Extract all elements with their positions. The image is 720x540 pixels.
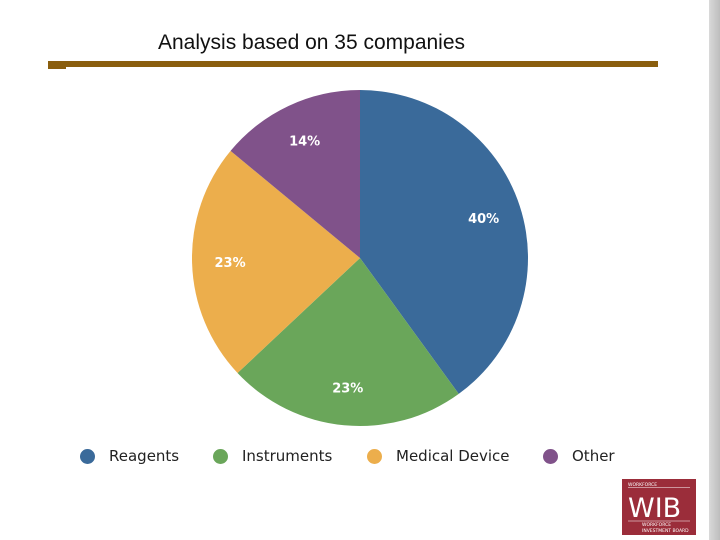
wib-logo-graphic: WORKFORCE WIB WORKFORCE INVESTMENT BOARD — [628, 482, 690, 534]
slide-edge-shadow — [709, 0, 720, 540]
pie-slice-reagents — [360, 90, 529, 394]
pie-labels: 40% 23% 23% 14% — [215, 134, 500, 396]
title-rule-tick — [48, 67, 66, 69]
legend-label-medical-device: Medical Device — [396, 447, 510, 465]
logo-main-text: WIB — [628, 493, 681, 524]
pie-slice-medical-device — [192, 150, 360, 374]
legend-swatch-reagents — [80, 448, 95, 464]
pie-slice-instruments — [237, 258, 459, 427]
legend-item-reagents: Reagents — [80, 444, 179, 468]
title-rule — [48, 61, 658, 67]
logo-bottom-text-2: INVESTMENT BOARD — [642, 528, 689, 534]
legend-swatch-other — [543, 448, 558, 464]
chart-legend: Reagents Instruments Medical Device Othe… — [80, 444, 640, 468]
logo-bottom-text-1: WORKFORCE — [642, 522, 671, 528]
legend-swatch-instruments — [213, 448, 228, 464]
legend-label-reagents: Reagents — [109, 447, 180, 465]
slice-label-medical-device: 23% — [215, 256, 246, 271]
slice-label-other: 14% — [289, 134, 320, 149]
wib-logo: WORKFORCE WIB WORKFORCE INVESTMENT BOARD — [622, 479, 696, 535]
slice-label-instruments: 23% — [332, 381, 363, 396]
legend-swatch-medical-device — [367, 448, 382, 464]
slide-title: Analysis based on 35 companies — [158, 31, 466, 54]
logo-top-text: WORKFORCE — [628, 482, 657, 488]
legend-label-other: Other — [572, 447, 615, 465]
legend-item-instruments: Instruments — [213, 444, 332, 468]
legend-item-other: Other — [543, 444, 615, 468]
pie-slice-other — [230, 90, 360, 258]
legend-label-instruments: Instruments — [242, 447, 333, 465]
slice-label-reagents: 40% — [468, 212, 499, 227]
pie-slices — [192, 90, 529, 427]
legend-item-medical-device: Medical Device — [367, 444, 510, 468]
